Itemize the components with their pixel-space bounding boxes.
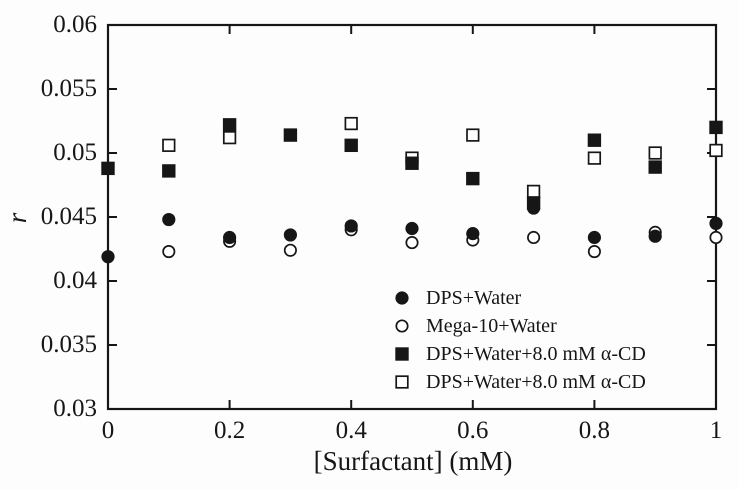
open-square-icon	[395, 375, 409, 389]
x-tick-label: 0.4	[335, 417, 367, 444]
data-point-filled-square	[466, 171, 480, 186]
y-tick-label: 0.035	[40, 331, 97, 358]
data-point-filled-circle	[648, 229, 662, 243]
data-point-open-square	[344, 116, 358, 131]
y-tick-label: 0.045	[40, 203, 97, 230]
data-point-filled-circle	[466, 227, 480, 241]
legend-label: DPS+Water+8.0 mM α-CD	[426, 370, 646, 393]
data-point-filled-square	[709, 120, 723, 135]
data-point-filled-circle	[223, 230, 237, 245]
x-tick-label: 0	[101, 417, 115, 444]
data-point-open-circle	[162, 245, 176, 259]
data-point-filled-square	[526, 196, 541, 210]
filled-circle-icon	[395, 291, 409, 305]
data-point-filled-circle	[283, 228, 297, 242]
y-tick-label: 0.03	[53, 395, 97, 422]
y-tick-label: 0.055	[40, 75, 97, 102]
data-point-filled-square	[222, 118, 237, 132]
data-point-open-circle	[395, 319, 409, 333]
y-axis-title: r	[1, 212, 32, 224]
data-point-filled-circle	[101, 250, 115, 264]
data-point-filled-circle	[405, 221, 419, 236]
data-point-open-square	[526, 184, 541, 199]
y-tick-label: 0.05	[53, 139, 97, 166]
legend-label: DPS+Water+8.0 mM α-CD	[426, 342, 646, 365]
legend-label: DPS+Water	[426, 286, 522, 309]
y-tick-label: 0.04	[53, 267, 97, 294]
data-point-open-circle	[587, 245, 601, 259]
x-axis-title: [Surfactant] (mM)	[313, 446, 513, 476]
filled-square-icon	[395, 347, 409, 361]
data-point-filled-circle	[587, 230, 602, 245]
data-point-filled-circle	[395, 291, 409, 305]
x-tick-label: 0.6	[457, 417, 489, 444]
data-point-open-circle	[405, 236, 419, 250]
data-point-open-square	[587, 151, 602, 165]
legend-item: Mega-10+Water	[390, 312, 646, 340]
axis-ticks	[108, 25, 716, 409]
data-point-open-square	[466, 128, 480, 142]
data-point-filled-square	[344, 138, 358, 153]
data-point-open-square	[222, 130, 237, 145]
data-point-filled-square	[162, 164, 176, 178]
data-point-filled-square	[587, 133, 602, 147]
legend: DPS+Water Mega-10+Water DPS+Water+8.0 mM α…	[390, 284, 646, 396]
data-point-filled-square	[405, 156, 419, 170]
data-point-filled-square	[283, 128, 298, 142]
data-point-open-circle	[527, 230, 541, 245]
data-point-open-square	[709, 143, 723, 158]
x-tick-label: 0.8	[578, 417, 611, 444]
data-point-filled-circle	[709, 216, 723, 230]
data-point-filled-circle	[162, 212, 176, 227]
y-tick-label: 0.06	[53, 11, 97, 38]
data-point-filled-square	[101, 161, 115, 176]
legend-label: Mega-10+Water	[426, 314, 557, 337]
data-point-open-square	[648, 146, 662, 160]
data-point-open-circle	[283, 243, 297, 257]
data-point-open-square	[395, 375, 409, 389]
open-circle-icon	[395, 319, 409, 333]
data-point-open-circle	[709, 230, 723, 245]
x-tick-label: 0.2	[213, 417, 246, 444]
data-point-filled-square	[395, 347, 409, 361]
legend-item: DPS+Water+8.0 mM α-CD	[390, 340, 646, 368]
legend-item: DPS+Water+8.0 mM α-CD	[390, 368, 646, 396]
data-point-open-square	[162, 138, 176, 152]
data-point-filled-circle	[344, 219, 358, 233]
legend-item: DPS+Water	[390, 284, 646, 312]
x-tick-label: 1	[709, 417, 723, 444]
data-point-filled-square	[648, 160, 662, 174]
